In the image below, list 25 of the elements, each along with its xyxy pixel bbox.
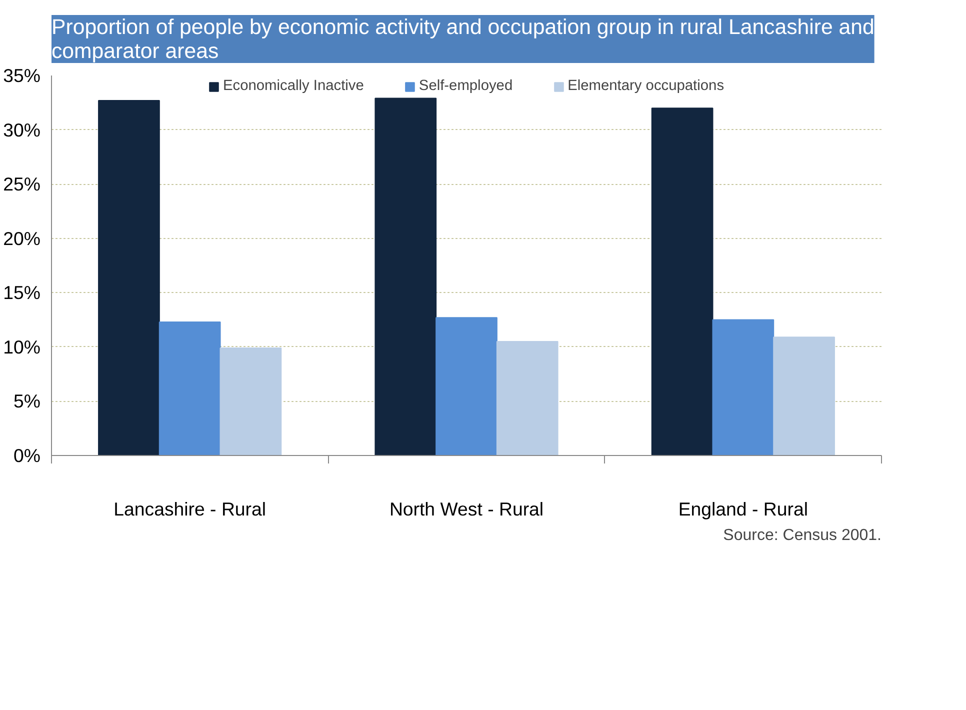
chart-title: Proportion of people by economic activity and occupation group in rural Lancashire and comparator areas [52,15,874,63]
x-tick-label: Lancashire - Rural [114,498,266,520]
bar [98,100,160,456]
legend-label: Economically Inactive [222,78,364,94]
y-tick-label: 20% [3,228,41,249]
x-tick-label: North West - Rural [389,498,544,520]
legend-label: Self-employed [418,78,513,94]
bar [773,336,835,456]
y-tick-label: 10% [3,336,41,358]
legend-label: Elementary occupations [568,78,724,94]
bar [651,108,714,456]
y-tick-label: 5% [14,390,41,412]
bar [158,321,221,456]
bar [712,319,774,456]
y-tick-label: 0% [14,445,41,466]
bar [436,317,498,456]
y-tick-label: 25% [3,174,41,195]
x-tick-label: England - Rural [678,498,808,520]
y-tick-label: 15% [3,282,41,304]
bar [374,98,437,456]
y-tick-label: 35% [3,65,41,86]
source-note: Source: Census 2001. [723,527,882,544]
bar [496,341,558,456]
bar [220,348,282,456]
y-tick-label: 30% [3,119,41,140]
